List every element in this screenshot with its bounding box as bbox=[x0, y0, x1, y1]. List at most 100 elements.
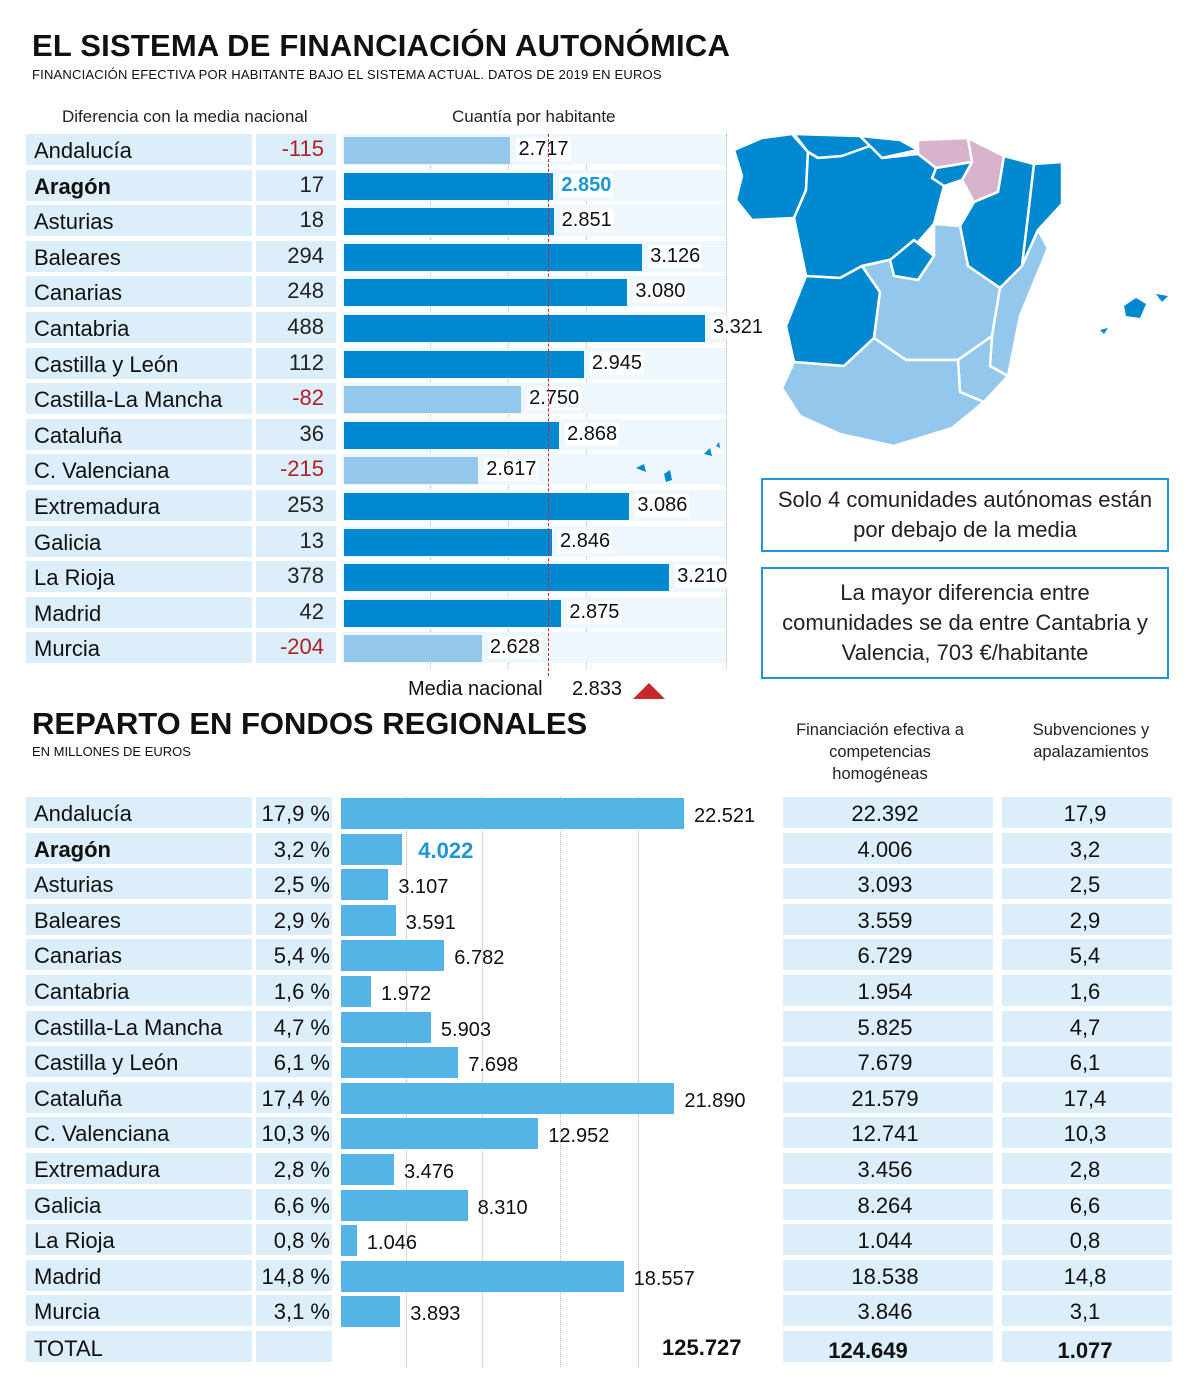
table-col2-value: 6,6 bbox=[1069, 1192, 1101, 1218]
difference-value: 253 bbox=[287, 492, 324, 517]
row-col1-cell bbox=[783, 939, 993, 971]
row-label-cell bbox=[26, 1046, 252, 1078]
share-value: 17,9 % bbox=[261, 801, 331, 826]
region-label: Canarias bbox=[34, 943, 123, 969]
per-capita-bar bbox=[344, 528, 553, 556]
row-share-cell bbox=[256, 1188, 332, 1220]
note-below-average-text: Solo 4 comunidades autónomas están por d… bbox=[777, 487, 1153, 542]
row-label-cell bbox=[26, 418, 252, 450]
funds-bar bbox=[341, 1047, 459, 1079]
row-diff-cell bbox=[256, 134, 336, 165]
funds-bar bbox=[341, 1011, 431, 1043]
row-diff-cell bbox=[256, 383, 336, 415]
gridline bbox=[482, 797, 483, 1367]
region-label: Asturias bbox=[34, 209, 114, 235]
mean-marker-triangle bbox=[633, 683, 665, 699]
table-col2-value: 5,4 bbox=[1069, 943, 1101, 969]
map-region-cantabria bbox=[858, 134, 920, 160]
difference-value: -215 bbox=[279, 456, 324, 482]
share-value: 4,7 % bbox=[273, 1014, 330, 1040]
row-share-cell bbox=[256, 832, 332, 864]
row-diff-cell bbox=[256, 418, 336, 450]
per-capita-value: 3.210 bbox=[675, 565, 730, 589]
per-capita-value: 2.875 bbox=[567, 600, 622, 624]
row-col2-cell bbox=[1002, 975, 1172, 1006]
row-col1-cell bbox=[783, 1010, 993, 1042]
funds-bar bbox=[341, 833, 403, 865]
table-col1-value: 8.264 bbox=[857, 1192, 913, 1218]
per-capita-bar bbox=[344, 315, 705, 342]
share-value: 0,8 % bbox=[273, 1228, 330, 1254]
gridline bbox=[406, 797, 407, 1367]
total-label-cell bbox=[26, 1331, 252, 1362]
row-diff-cell bbox=[256, 596, 336, 628]
row-label-cell bbox=[26, 1295, 252, 1327]
region-label: Castilla y León bbox=[34, 351, 179, 377]
table-col1-value: 3.093 bbox=[857, 872, 913, 898]
map-region-baleares bbox=[1124, 298, 1146, 318]
difference-value: 13 bbox=[299, 527, 324, 553]
row-label-cell bbox=[26, 1010, 252, 1042]
spain-map bbox=[732, 132, 1168, 448]
row-share-cell bbox=[256, 1259, 332, 1291]
row-col2-cell bbox=[1002, 1224, 1172, 1256]
gridline bbox=[560, 797, 561, 1367]
table-col1-value: 22.392 bbox=[851, 801, 919, 826]
table-col1-value: 3.846 bbox=[857, 1299, 913, 1325]
row-label-cell bbox=[26, 312, 252, 343]
row-share-cell bbox=[256, 1046, 332, 1078]
row-share-cell bbox=[256, 1081, 332, 1113]
diff-column-header: Diferencia con la media nacional bbox=[62, 107, 308, 126]
row-col1-cell bbox=[783, 1259, 993, 1291]
table-col2-header: Subvenciones y apalazamientos bbox=[1032, 721, 1150, 761]
row-col1-cell bbox=[783, 1081, 993, 1113]
row-diff-cell bbox=[256, 240, 336, 272]
table-col2-value: 17,9 bbox=[1063, 801, 1107, 826]
row-diff-cell bbox=[256, 347, 336, 379]
table-col2-value: 10,3 bbox=[1063, 1121, 1107, 1147]
row-col1-cell bbox=[783, 1224, 993, 1256]
difference-value: 488 bbox=[287, 314, 324, 339]
region-label: Murcia bbox=[34, 1299, 101, 1325]
row-col2-cell bbox=[1002, 1188, 1172, 1220]
table-col2-value: 0,8 bbox=[1069, 1228, 1101, 1254]
per-capita-bar bbox=[344, 564, 670, 592]
share-value: 2,8 % bbox=[273, 1157, 330, 1182]
per-capita-value: 3.086 bbox=[635, 494, 690, 517]
region-label: Castilla-La Mancha bbox=[34, 1014, 223, 1040]
region-label: Andalucía bbox=[34, 801, 132, 826]
funds-bar bbox=[341, 976, 372, 1007]
per-capita-bar bbox=[344, 457, 479, 485]
row-share-cell bbox=[256, 903, 332, 935]
region-label: Cantabria bbox=[34, 316, 130, 341]
row-label-cell bbox=[26, 1153, 252, 1184]
row-label-cell bbox=[26, 1117, 252, 1149]
row-col2-cell bbox=[1002, 1259, 1172, 1291]
funds-value: 3.476 bbox=[403, 1161, 454, 1183]
row-share-cell bbox=[256, 797, 332, 828]
row-diff-cell bbox=[256, 454, 336, 486]
row-col2-cell bbox=[1002, 868, 1172, 900]
per-capita-bar bbox=[344, 386, 522, 414]
region-label: Madrid bbox=[34, 1263, 102, 1289]
per-capita-bar bbox=[344, 172, 554, 200]
table-col2-value: 6,1 bbox=[1069, 1050, 1101, 1076]
share-value: 2,9 % bbox=[273, 907, 330, 933]
row-label-cell bbox=[26, 240, 252, 272]
region-label: Baleares bbox=[34, 907, 121, 933]
share-value: 14,8 % bbox=[261, 1263, 331, 1289]
gridline bbox=[726, 134, 727, 668]
per-capita-bar bbox=[344, 208, 554, 236]
table-col2-value: 3,1 bbox=[1069, 1299, 1101, 1325]
mean-line bbox=[547, 134, 549, 676]
row-share-cell bbox=[256, 1331, 332, 1362]
row-share-cell bbox=[256, 1224, 332, 1256]
per-capita-value: 2.846 bbox=[558, 529, 613, 553]
table-col1-value: 1.044 bbox=[857, 1228, 913, 1254]
table-col1-value: 7.679 bbox=[857, 1050, 913, 1076]
share-value: 2,5 % bbox=[273, 872, 330, 898]
funds-value: 4.022 bbox=[418, 837, 474, 863]
row-col2-cell bbox=[1002, 1153, 1172, 1184]
funds-value: 8.310 bbox=[477, 1196, 528, 1219]
